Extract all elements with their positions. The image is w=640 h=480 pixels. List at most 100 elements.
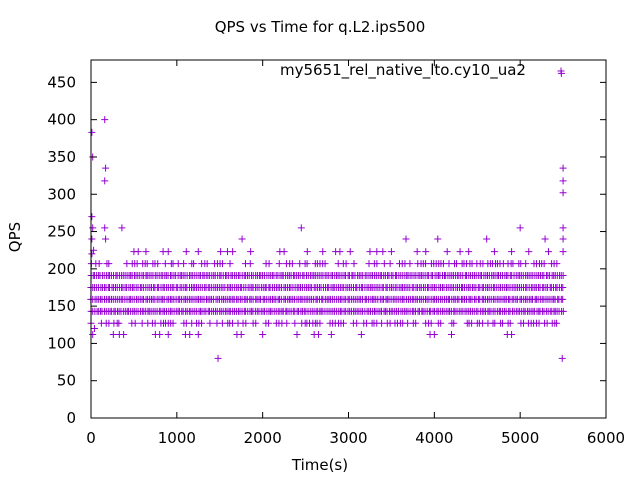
data-point xyxy=(88,235,96,243)
data-point xyxy=(154,260,162,268)
data-point xyxy=(427,319,435,327)
data-point xyxy=(525,248,533,256)
data-point xyxy=(102,235,110,243)
data-point xyxy=(448,330,455,338)
data-point xyxy=(373,260,381,268)
data-point xyxy=(387,248,395,256)
data-point xyxy=(327,330,335,338)
data-point xyxy=(194,330,202,338)
data-point xyxy=(366,248,374,256)
data-point xyxy=(164,330,172,338)
data-point xyxy=(544,248,552,256)
y-tick-label: 100 xyxy=(47,334,76,352)
data-point xyxy=(214,354,222,362)
x-tick-label: 2000 xyxy=(244,429,282,447)
y-tick-label: 50 xyxy=(57,372,76,390)
data-point xyxy=(522,260,530,268)
data-point xyxy=(101,224,109,232)
y-tick-label: 400 xyxy=(47,111,76,129)
data-point xyxy=(456,248,464,256)
data-point xyxy=(120,330,128,338)
data-point xyxy=(465,248,473,256)
data-point xyxy=(288,260,296,268)
y-axis: 0 50 100 150 200 250 300 350 400 450 xyxy=(47,73,606,427)
data-point xyxy=(246,260,254,268)
data-point xyxy=(206,319,214,327)
x-tick-label: 6000 xyxy=(587,429,625,447)
data-point xyxy=(558,354,566,362)
y-axis-label: QPS xyxy=(6,221,24,253)
x-tick-label: 0 xyxy=(86,429,96,447)
data-point xyxy=(402,235,410,243)
data-point xyxy=(182,248,190,256)
data-point xyxy=(508,330,516,338)
data-point xyxy=(88,250,96,258)
data-point xyxy=(198,319,206,327)
data-point xyxy=(516,224,524,232)
data-point xyxy=(90,325,98,332)
data-point xyxy=(540,260,548,268)
y-tick-label: 200 xyxy=(47,260,76,278)
data-point xyxy=(194,248,202,256)
data-point xyxy=(169,319,177,327)
data-point xyxy=(283,319,291,327)
data-point xyxy=(280,248,288,256)
data-point xyxy=(506,319,514,327)
chart-title: QPS vs Time for q.L2.ips500 xyxy=(214,18,426,36)
data-point xyxy=(339,319,347,327)
data-point xyxy=(131,319,139,327)
data-point xyxy=(559,189,567,197)
data-point xyxy=(105,260,113,268)
x-tick-label: 1000 xyxy=(158,429,196,447)
data-point xyxy=(180,260,188,268)
y-tick-label: 150 xyxy=(47,297,76,315)
data-point xyxy=(406,260,414,268)
data-point xyxy=(559,272,567,280)
data-point xyxy=(142,248,150,256)
y-tick-label: 300 xyxy=(47,185,76,203)
data-point xyxy=(203,260,211,268)
data-point xyxy=(373,248,381,256)
data-point xyxy=(118,224,126,232)
x-tick-label: 4000 xyxy=(415,429,453,447)
x-tick-label: 3000 xyxy=(329,429,367,447)
data-point xyxy=(226,260,234,268)
data-point xyxy=(102,164,110,172)
x-axis: 0 1000 2000 3000 4000 5000 6000 xyxy=(86,60,625,447)
data-point xyxy=(134,248,142,256)
data-point xyxy=(434,235,442,243)
data-point xyxy=(291,319,299,327)
y-tick-label: 350 xyxy=(47,148,76,166)
data-point xyxy=(303,260,311,268)
data-point xyxy=(336,248,344,256)
data-point xyxy=(217,248,225,256)
data-point xyxy=(164,248,172,256)
data-point xyxy=(156,330,164,338)
data-point xyxy=(559,295,567,303)
data-point xyxy=(89,224,97,232)
y-tick-label: 250 xyxy=(47,223,76,241)
data-points xyxy=(87,69,567,362)
legend-label: my5651_rel_native_lto.cy10_ua2 xyxy=(280,61,526,79)
data-point xyxy=(265,319,273,327)
data-point xyxy=(559,307,567,315)
data-point xyxy=(259,330,267,338)
data-point xyxy=(386,260,394,268)
data-point xyxy=(219,260,227,268)
data-point xyxy=(350,260,358,268)
data-point xyxy=(346,248,354,256)
data-point xyxy=(293,330,301,338)
y-tick-label: 450 xyxy=(47,73,76,91)
data-point xyxy=(559,177,567,185)
data-point xyxy=(559,235,567,243)
plot-frame xyxy=(90,59,607,419)
data-point xyxy=(559,224,567,232)
data-point xyxy=(89,330,97,338)
data-point xyxy=(559,248,567,256)
data-point xyxy=(186,330,194,338)
data-point xyxy=(422,248,430,256)
data-point xyxy=(321,260,329,268)
data-point xyxy=(443,248,451,256)
data-point xyxy=(357,330,365,338)
